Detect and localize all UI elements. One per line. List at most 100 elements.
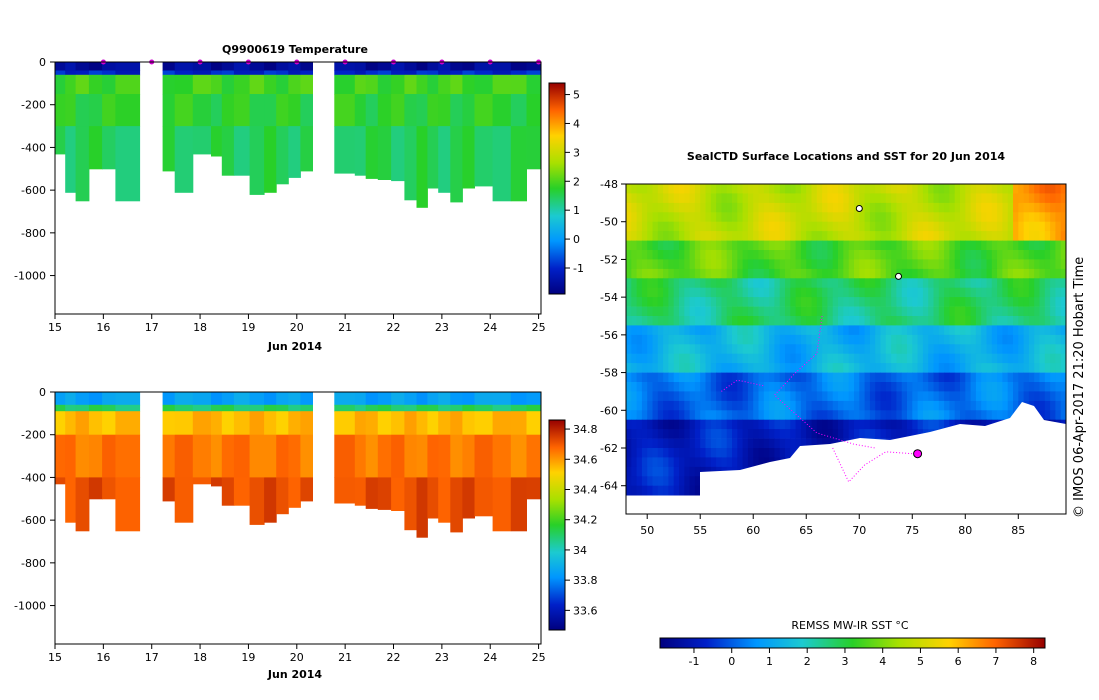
sst-cell bbox=[997, 353, 1003, 364]
sst-cell bbox=[1028, 297, 1035, 307]
temperature-cell bbox=[192, 94, 212, 127]
sst-cell bbox=[854, 325, 860, 336]
temperature-cell bbox=[88, 62, 103, 71]
salinity-colorbar-tick-label: 34.6 bbox=[573, 453, 598, 466]
sst-cell bbox=[901, 278, 908, 289]
sst-cell bbox=[647, 287, 653, 298]
map-title: SealCTD Surface Locations and SST for 20… bbox=[687, 150, 1006, 163]
sst-cell bbox=[907, 410, 913, 421]
sst-cell bbox=[949, 250, 956, 260]
sst-cell bbox=[732, 287, 738, 298]
sst-cell bbox=[901, 429, 908, 439]
sst-cell bbox=[965, 391, 971, 402]
sst-cell bbox=[694, 184, 701, 194]
sst-cell bbox=[1060, 259, 1066, 270]
sst-cell bbox=[1055, 212, 1062, 223]
sst-cell bbox=[652, 287, 659, 298]
sst-cell bbox=[705, 344, 712, 355]
sst-cell bbox=[774, 221, 781, 232]
sst-cell bbox=[763, 344, 770, 355]
sst-cell bbox=[960, 363, 966, 373]
sst-cell bbox=[705, 297, 712, 307]
sst-cell bbox=[758, 344, 765, 355]
temperature-cell bbox=[300, 94, 313, 127]
sst-cell bbox=[933, 250, 940, 260]
sst-cell bbox=[705, 382, 712, 392]
sst-cell bbox=[912, 306, 918, 317]
sst-cell bbox=[1060, 382, 1066, 392]
salinity-cell bbox=[510, 477, 527, 532]
sst-cell bbox=[981, 231, 987, 241]
sst-cell bbox=[1050, 353, 1056, 364]
sst-cell bbox=[763, 457, 770, 468]
temperature-cell bbox=[462, 74, 475, 95]
sst-cell bbox=[1028, 353, 1035, 364]
sst-cell bbox=[891, 221, 897, 232]
sst-cell bbox=[1055, 268, 1062, 279]
sst-cell bbox=[626, 419, 632, 430]
salinity-cell bbox=[365, 404, 379, 412]
sst-cell bbox=[694, 372, 701, 383]
sst-cell bbox=[917, 259, 924, 270]
sst-cell bbox=[631, 297, 637, 307]
sst-cell bbox=[1023, 353, 1030, 364]
sst-cell bbox=[991, 231, 998, 241]
sst-cell bbox=[901, 202, 908, 213]
sst-cell bbox=[880, 202, 887, 213]
map-longitude-axis: 50 55 60 65 70 75 80 85 bbox=[640, 514, 1025, 537]
sst-cell bbox=[811, 400, 818, 411]
sst-cell bbox=[679, 287, 685, 298]
sst-cell bbox=[822, 410, 828, 421]
sst-cell bbox=[1060, 344, 1066, 355]
sst-cell bbox=[790, 363, 796, 373]
sst-cell bbox=[763, 382, 770, 392]
temperature-cell bbox=[438, 74, 451, 95]
sst-cell bbox=[960, 400, 966, 411]
temp-x-tick-label: 24 bbox=[483, 321, 497, 334]
sst-cell bbox=[938, 297, 945, 307]
sst-cell bbox=[869, 268, 876, 279]
salinity-cell bbox=[221, 477, 235, 506]
sst-cell bbox=[657, 429, 664, 439]
sst-cell bbox=[753, 363, 759, 373]
sst-cell bbox=[806, 334, 812, 345]
sst-cell bbox=[1018, 344, 1024, 355]
temperature-cell bbox=[162, 62, 176, 71]
sst-cell bbox=[1007, 212, 1014, 223]
sst-cell bbox=[885, 193, 892, 204]
sst-cell bbox=[848, 193, 855, 204]
sst-cell bbox=[933, 306, 940, 317]
sst-cell bbox=[705, 287, 712, 298]
sst-cell bbox=[811, 287, 818, 298]
sst-cell bbox=[747, 391, 754, 402]
sst-cell bbox=[1028, 372, 1035, 383]
sst-cell bbox=[917, 410, 924, 421]
sst-cell bbox=[891, 259, 897, 270]
sst-cell bbox=[652, 457, 659, 468]
sst-cell bbox=[907, 193, 913, 204]
sst-cell bbox=[779, 353, 786, 364]
sst-cell bbox=[737, 438, 743, 449]
sst-cell bbox=[901, 316, 908, 326]
sst-cell bbox=[1055, 240, 1062, 251]
sst-cell bbox=[726, 325, 733, 336]
sst-cell bbox=[1050, 240, 1056, 251]
sst-cell bbox=[912, 344, 918, 355]
sst-cell bbox=[705, 363, 712, 373]
sst-cell bbox=[742, 344, 749, 355]
sst-cell bbox=[774, 287, 781, 298]
sst-cell bbox=[694, 466, 701, 477]
sst-cell bbox=[657, 419, 664, 430]
sst-cell bbox=[758, 212, 765, 223]
sst-cell bbox=[960, 250, 966, 260]
sst-cell bbox=[641, 410, 648, 421]
sst-cell bbox=[1044, 259, 1051, 270]
sst-cell bbox=[742, 221, 749, 232]
sst-cell bbox=[1018, 202, 1024, 213]
sst-cell bbox=[822, 353, 828, 364]
sst-cell bbox=[986, 334, 993, 345]
sst-cell bbox=[626, 334, 632, 345]
sst-cell bbox=[679, 457, 685, 468]
temperature-cell bbox=[264, 94, 277, 127]
sst-cell bbox=[641, 316, 648, 326]
